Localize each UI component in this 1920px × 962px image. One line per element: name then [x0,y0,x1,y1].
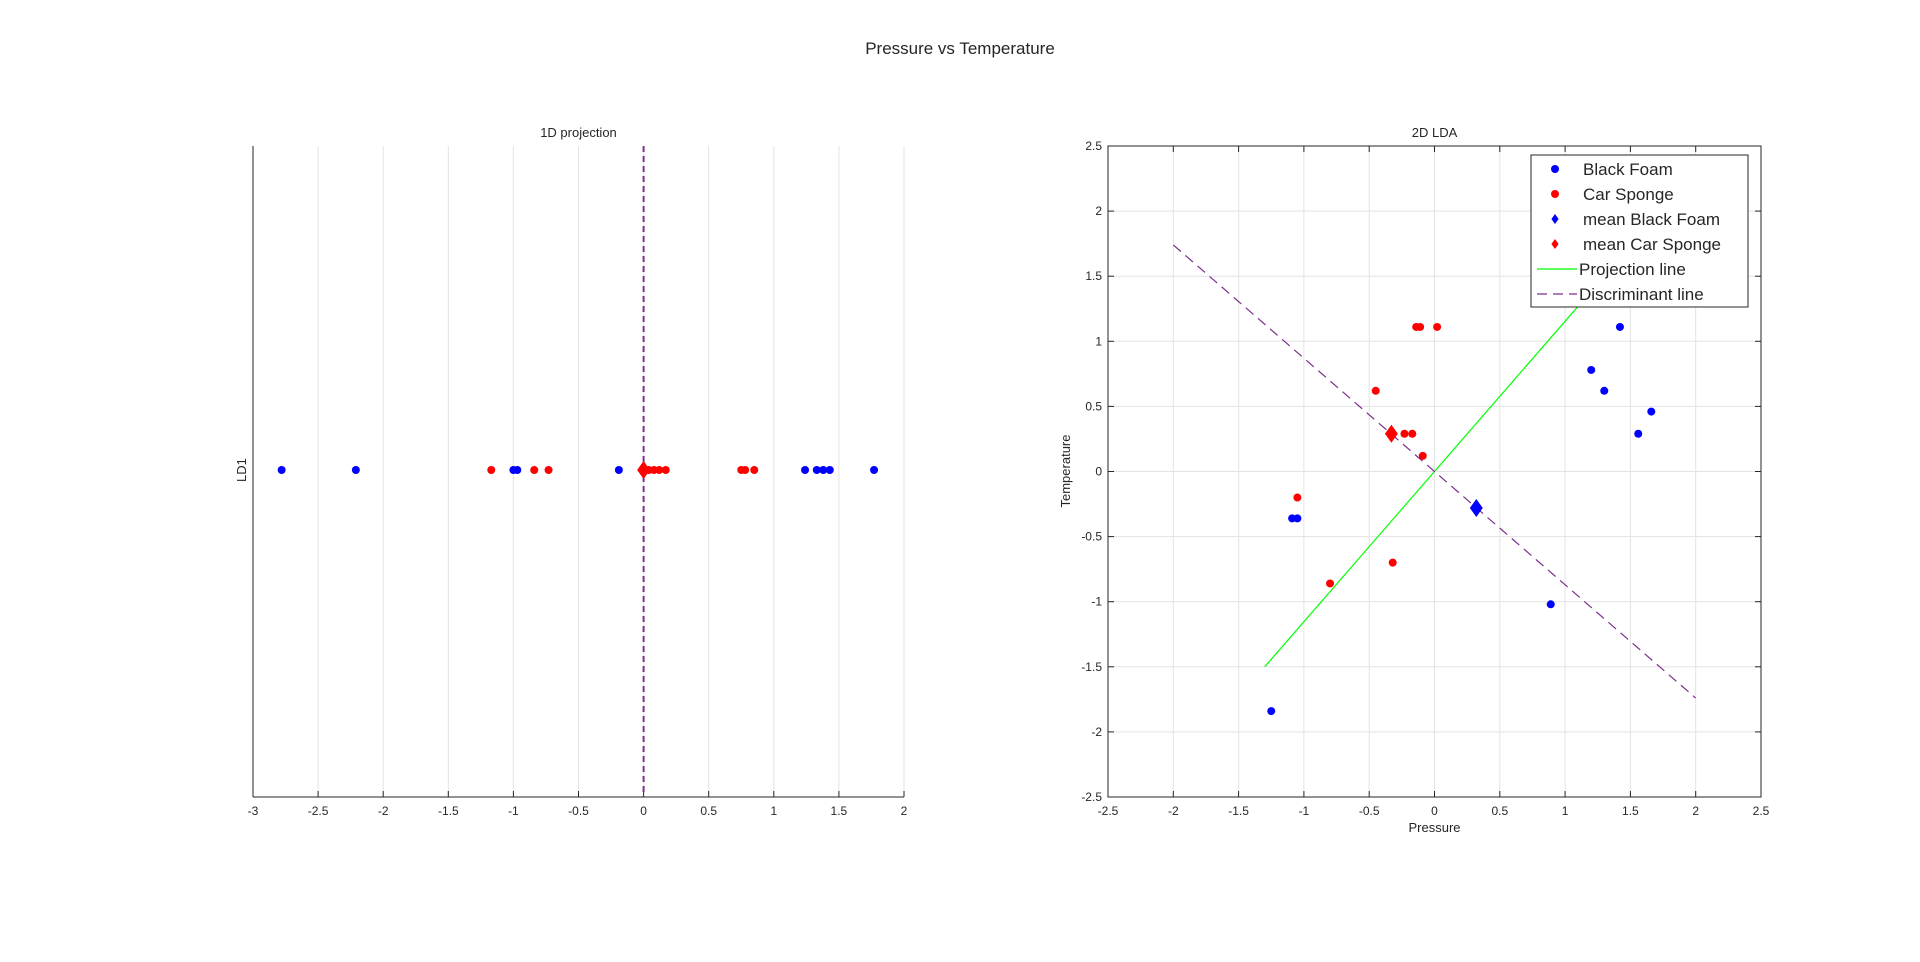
y-tick-label: 1 [1095,334,1102,348]
figure-title: Pressure vs Temperature [865,39,1055,58]
legend-box [1530,154,1749,308]
chart-title: 2D LDA [1412,125,1458,140]
x-tick-label: -2 [1168,804,1179,818]
x-tick-label: -0.5 [1359,804,1380,818]
y-tick-label: 0 [1095,465,1102,479]
y-axis-label: LD1 [234,458,249,482]
data-point [277,466,286,474]
data-point [1634,429,1643,438]
projection-line [1264,256,1622,668]
x-axis-label: Pressure [1408,820,1460,835]
x-tick-label: 2 [901,804,908,818]
legend-marker [1551,190,1559,198]
data-point [1418,451,1427,460]
discriminant-line [1172,244,1697,699]
x-tick-label: -0.5 [568,804,589,818]
panel-1d-projection: -3 -2.5 -2 -1.5 -1 -0.5 0 0.5 1 1.5 2 1D projection… [234,125,908,818]
data-point [614,466,623,474]
legend-label: mean Black Foam [1583,210,1720,229]
y-tick-label: -1.5 [1081,660,1102,674]
data-point [825,466,834,474]
y-tick-label: -2 [1091,725,1102,739]
legend-label: Car Sponge [1583,185,1674,204]
y-axis-label: Temperature [1058,435,1073,508]
x-tick-label: 1 [770,804,777,818]
data-point [1267,707,1276,716]
x-tick-label: -1 [508,804,519,818]
data-point [1600,386,1609,395]
x-tick-label: -2.5 [1098,804,1119,818]
data-point-mean [1469,498,1483,517]
x-tick-label: 1.5 [831,804,848,818]
x-tick-label: 0.5 [1491,804,1508,818]
data-point [750,466,759,474]
x-tick-label: 1.5 [1622,804,1639,818]
data-point [655,466,664,474]
data-point [1388,558,1397,567]
data-point [1293,493,1302,502]
legend: Black Foam Car Sponge mean Black Foam mean … [1530,154,1749,308]
y-tick-label: 1.5 [1085,269,1102,283]
x-tick-label: -1.5 [438,804,459,818]
y-tick-label: -1 [1091,595,1102,609]
data-point [513,466,522,474]
data-point [801,466,810,474]
data-point-mean [637,461,651,479]
legend-marker [1551,239,1559,249]
data-point [819,466,828,474]
data-point [487,466,496,474]
x-tick-label: 2 [1692,804,1699,818]
data-point [1587,365,1596,374]
data-point [1647,407,1656,416]
y-tick-label: -2.5 [1081,790,1102,804]
data-point [741,466,750,474]
y-tick-label: 0.5 [1085,399,1102,413]
data-point [1433,322,1442,331]
legend-label: Discriminant line [1579,285,1704,304]
x-tick-label: -3 [248,804,259,818]
legend-marker [1551,165,1559,173]
data-point [1408,429,1417,438]
x-tick-label: -2 [378,804,389,818]
chart-title: 1D projection [540,125,617,140]
panel-2d-lda: -2.5 -2 -1.5 -1 -0.5 0 0.5 1 1.5 2 2.5 2.5 2 1.5 1 0.5 0… [1058,125,1770,835]
data-point [351,466,360,474]
y-tick-label: -0.5 [1081,530,1102,544]
x-tick-label: -1.5 [1228,804,1249,818]
data-point [661,466,670,474]
y-tick-label: 2 [1095,204,1102,218]
data-point [1326,579,1335,588]
data-point [1546,600,1555,609]
data-point [1615,322,1624,331]
x-tick-label: 1 [1562,804,1569,818]
data-point [812,466,821,474]
data-point [1371,386,1380,395]
x-tick-label: 0 [640,804,647,818]
x-tick-label: -2.5 [308,804,329,818]
legend-label: Black Foam [1583,160,1673,179]
legend-label: mean Car Sponge [1583,235,1721,254]
legend-marker [1551,214,1559,224]
legend-label: Projection line [1579,260,1686,279]
data-point [1416,322,1425,331]
data-point-mean [1384,424,1398,443]
data-point [1293,514,1302,523]
x-tick-label: -1 [1299,804,1310,818]
data-point [544,466,553,474]
x-tick-label: 0 [1431,804,1438,818]
data-point [530,466,539,474]
x-tick-label: 0.5 [700,804,717,818]
data-point [870,466,879,474]
y-tick-label: 2.5 [1085,139,1102,153]
x-tick-label: 2.5 [1753,804,1770,818]
data-point [1400,429,1409,438]
